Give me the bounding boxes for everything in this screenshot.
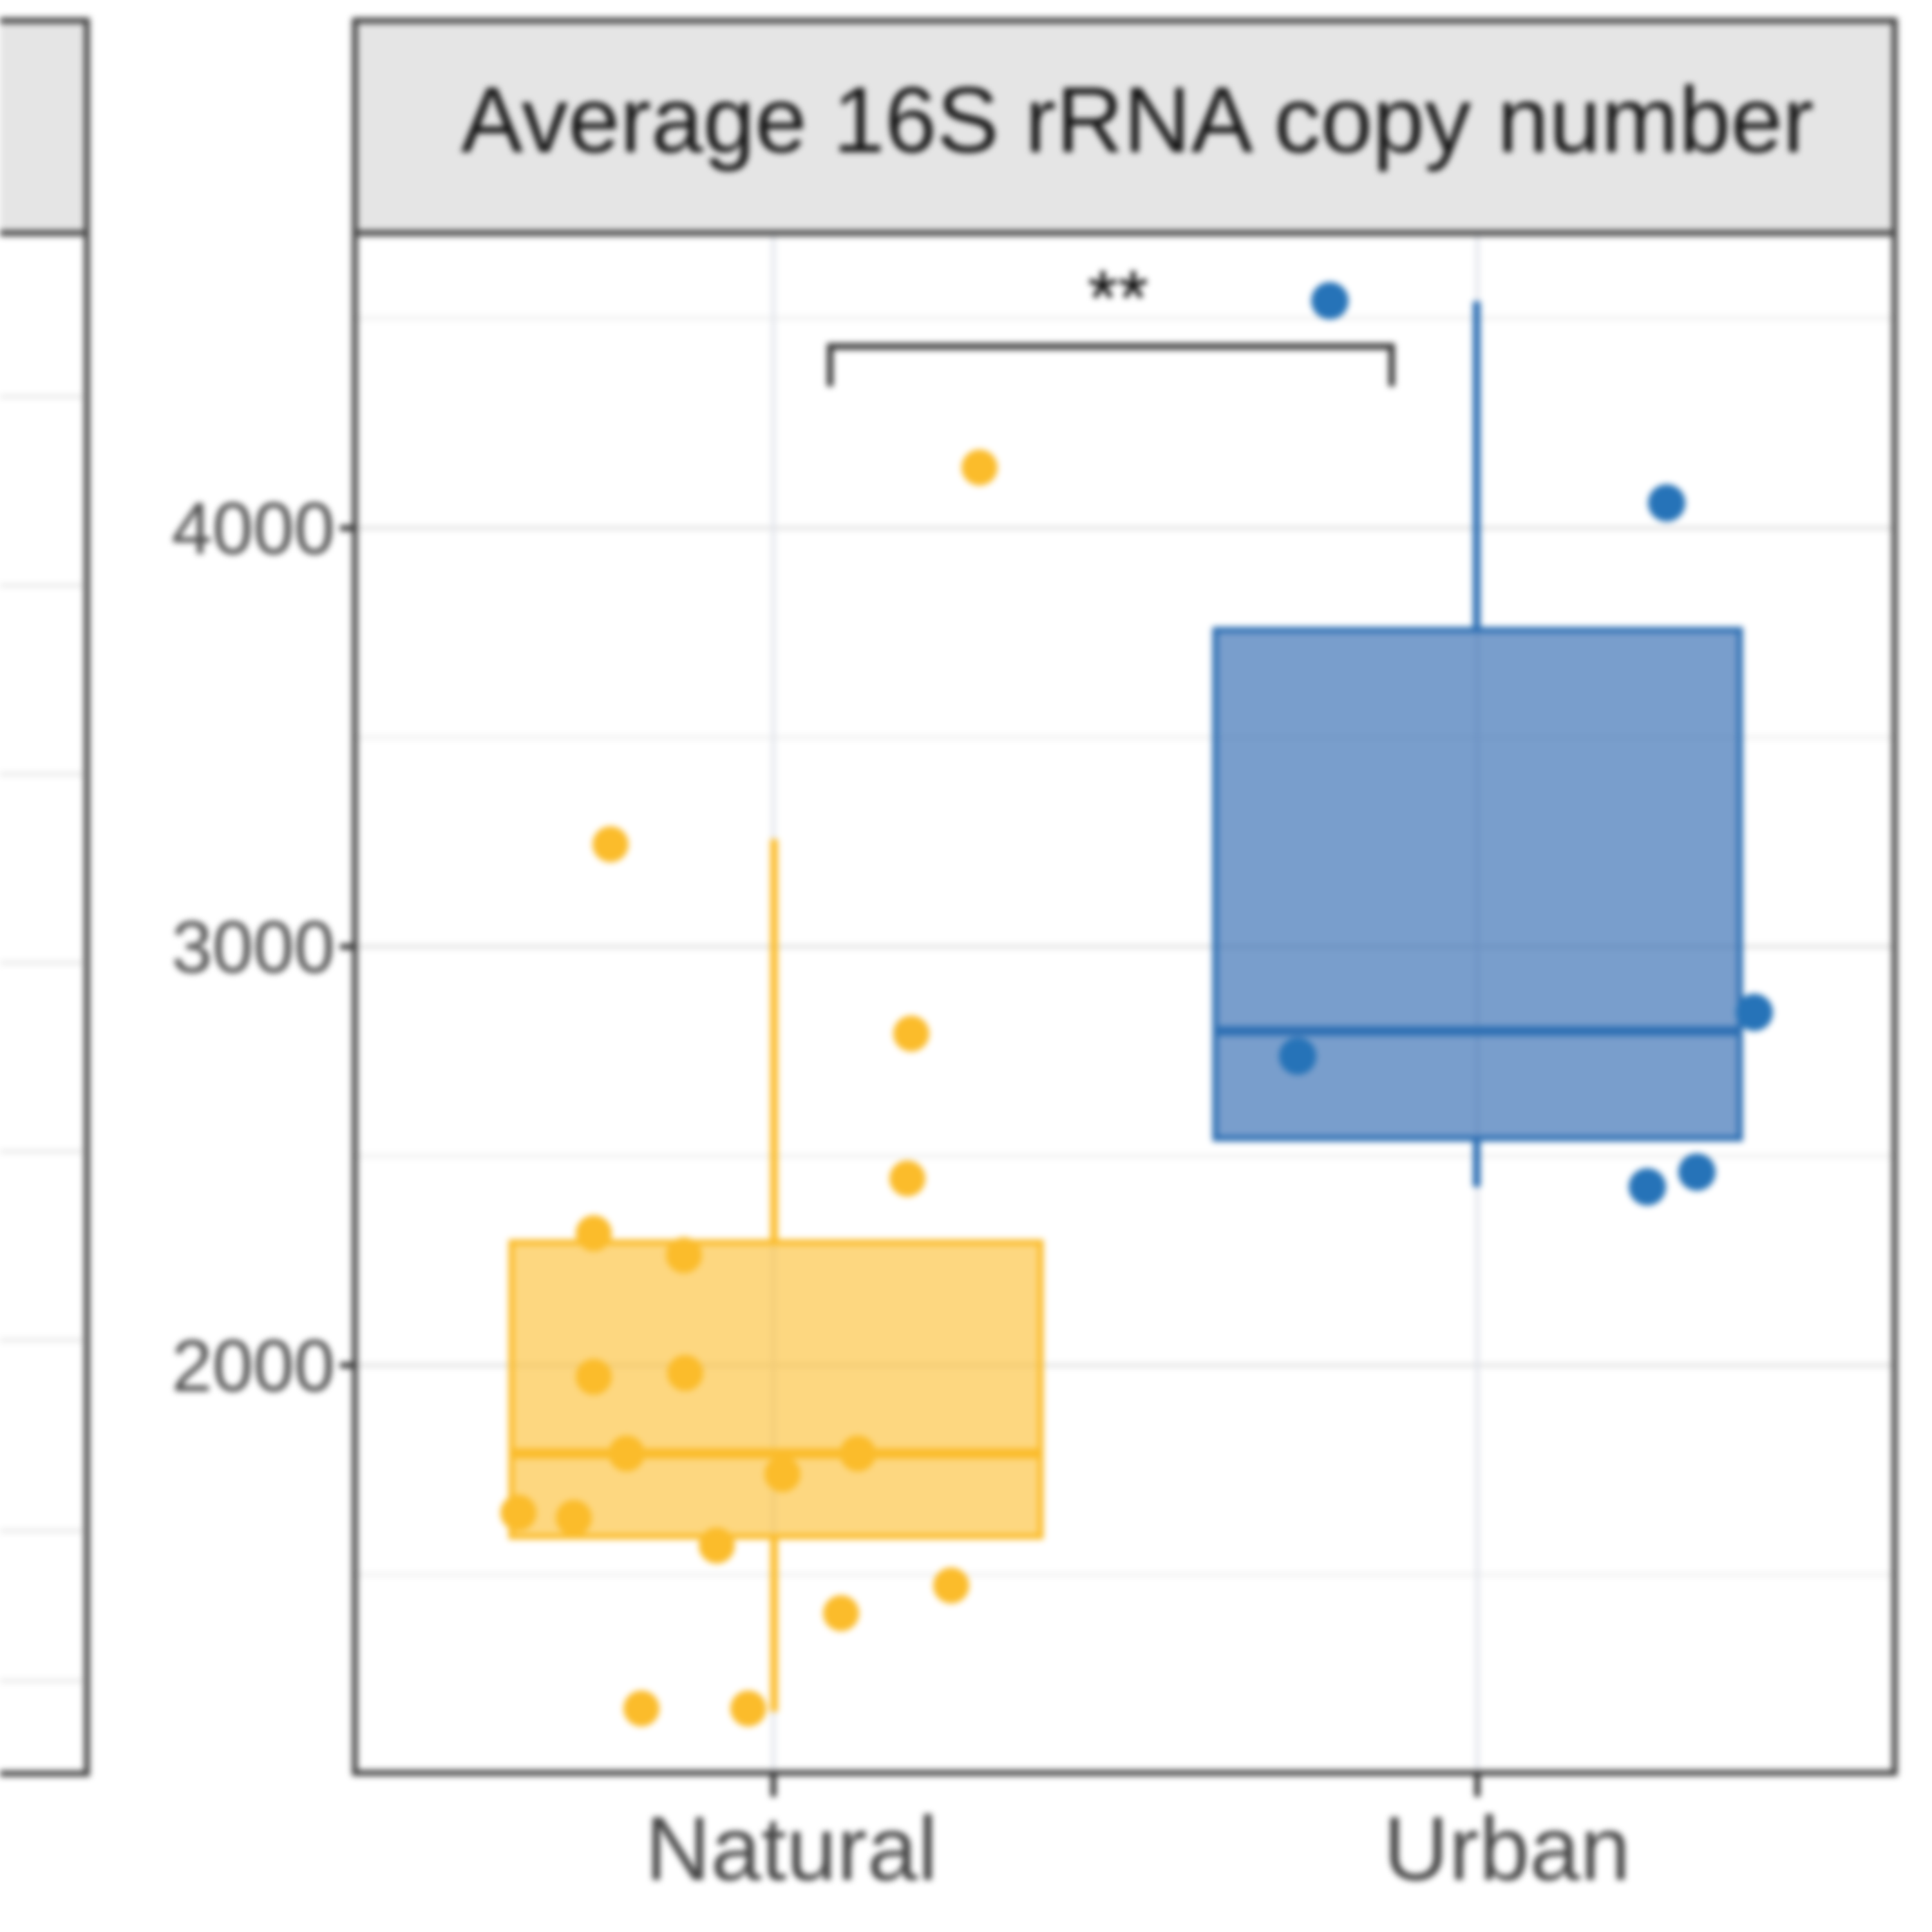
svg-text:3000: 3000 bbox=[171, 907, 335, 989]
svg-text:4000: 4000 bbox=[171, 488, 335, 570]
svg-text:**: ** bbox=[1088, 254, 1148, 341]
svg-text:2000: 2000 bbox=[171, 1325, 335, 1407]
svg-text:Natural: Natural bbox=[645, 1797, 938, 1899]
svg-text:Urban: Urban bbox=[1383, 1797, 1631, 1899]
svg-text:Average 16S rRNA copy number: Average 16S rRNA copy number bbox=[461, 68, 1814, 172]
